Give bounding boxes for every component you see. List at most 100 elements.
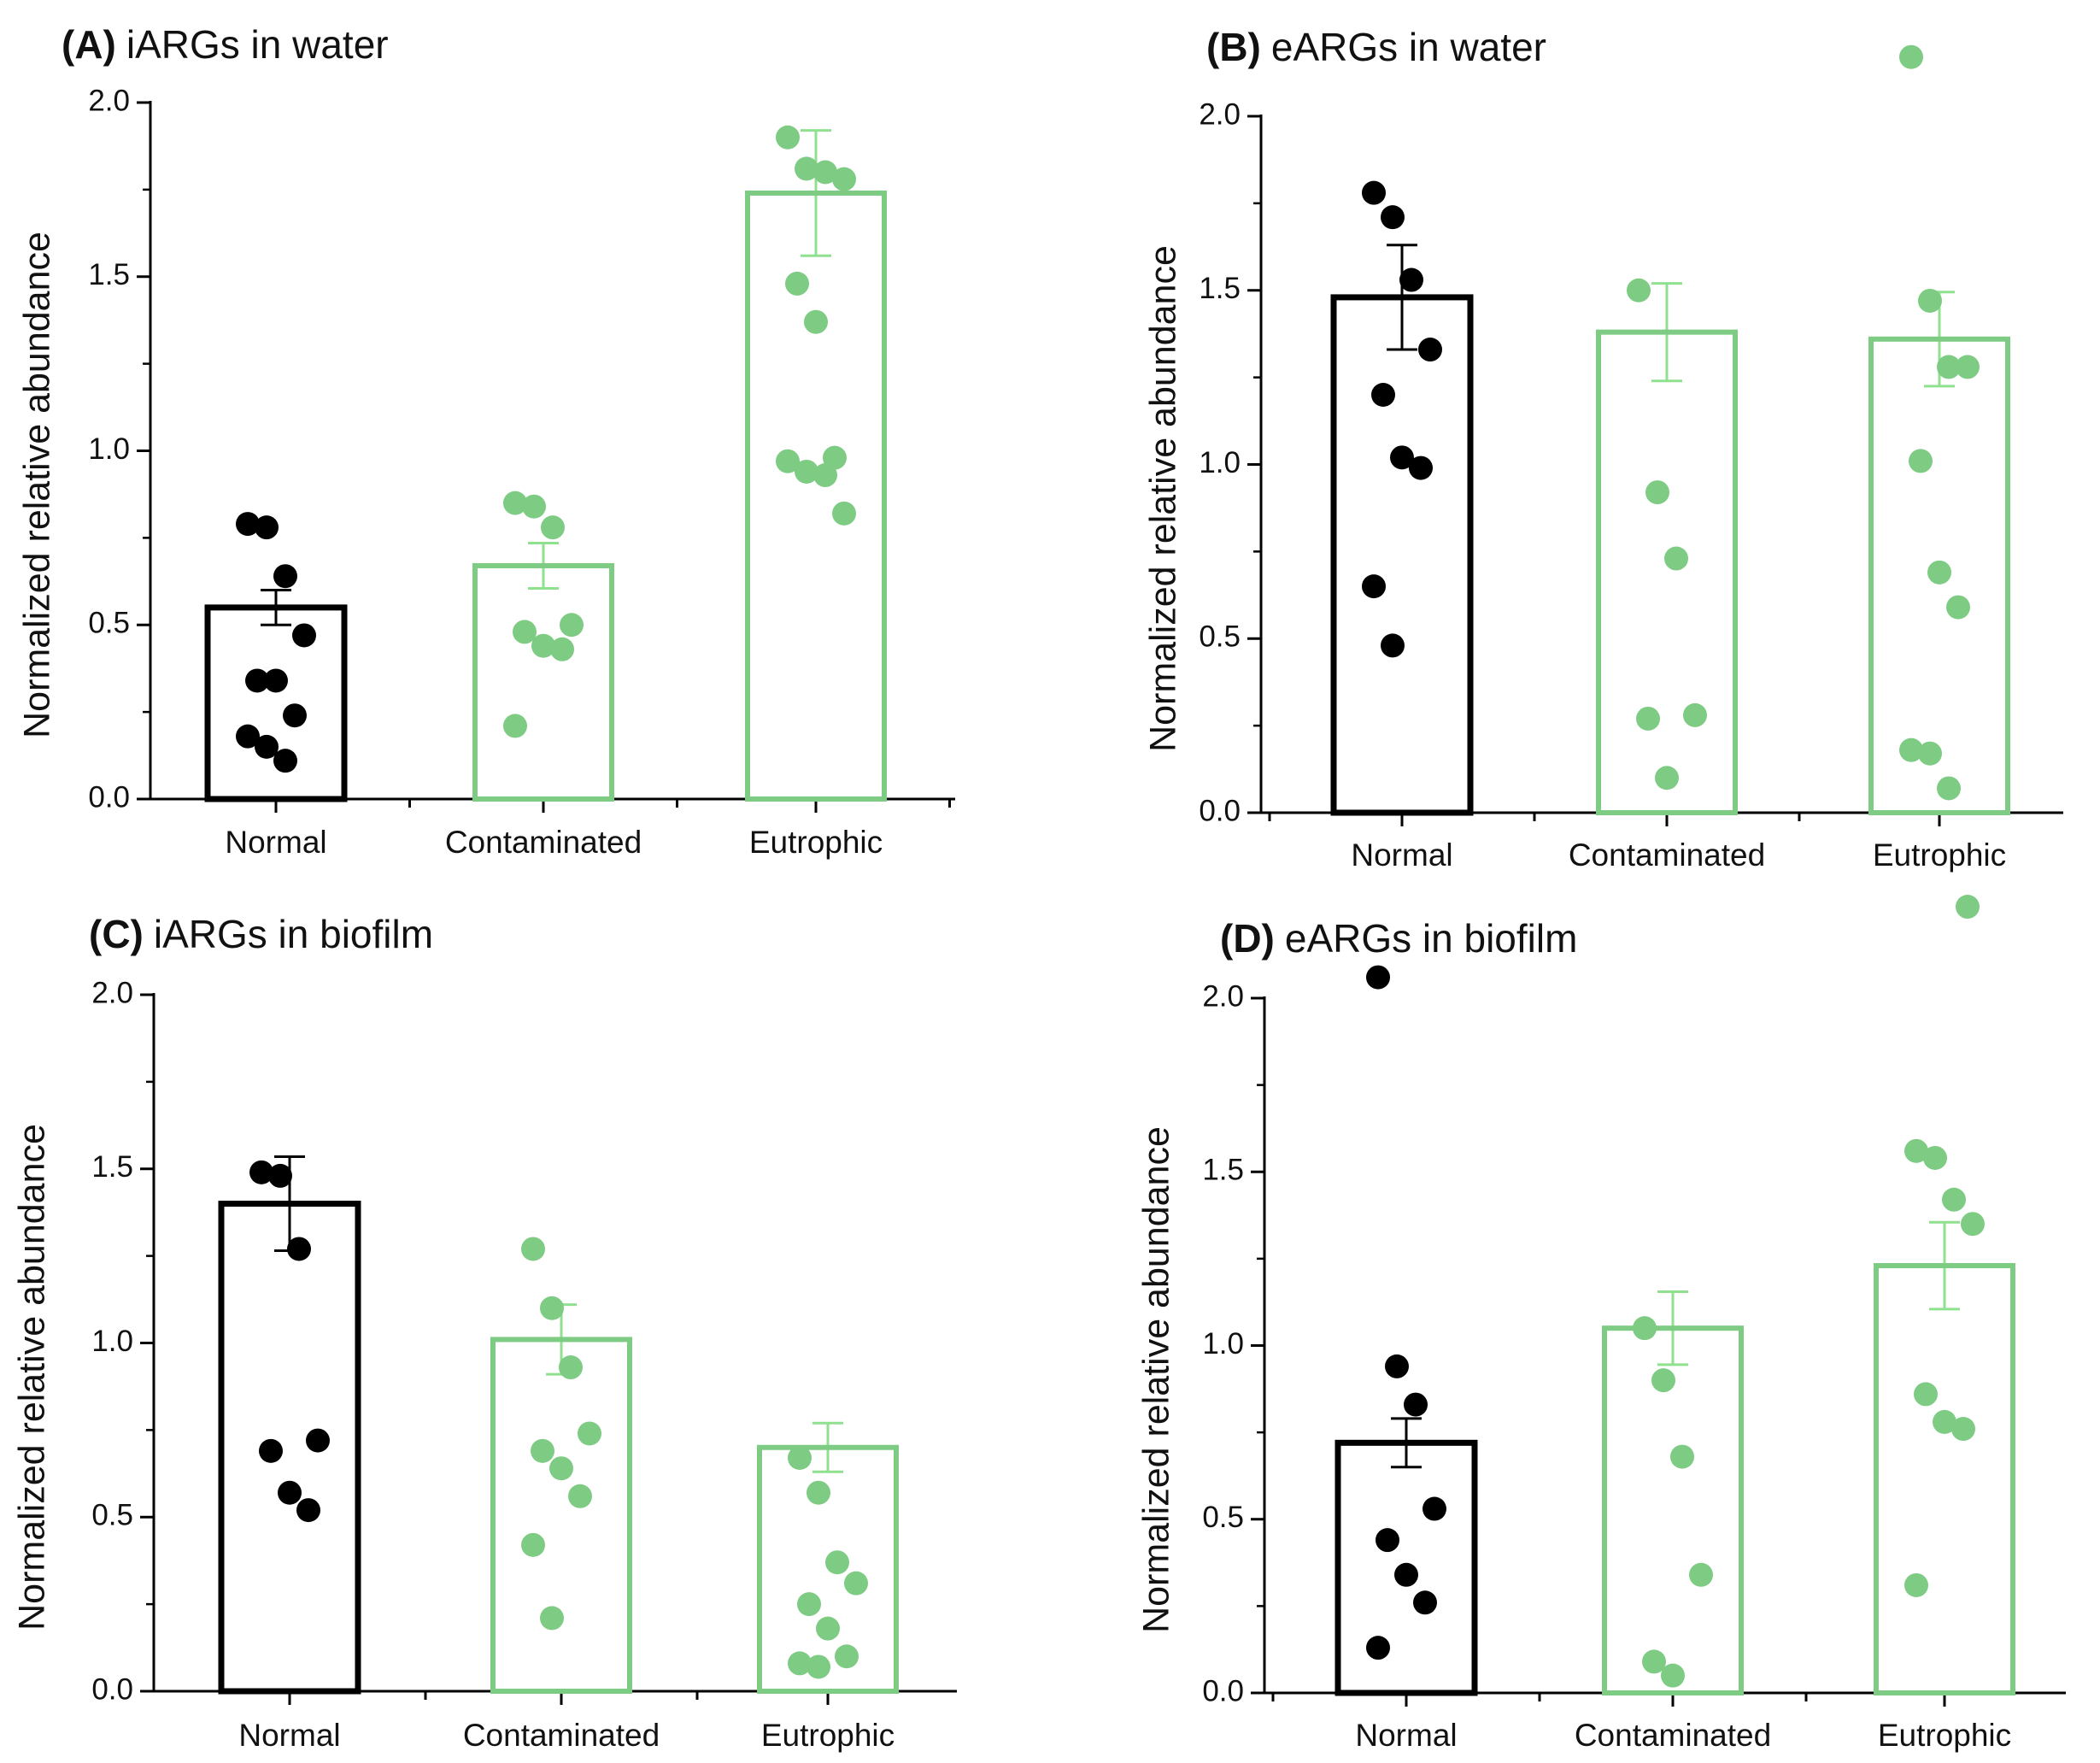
data-point <box>1381 633 1405 658</box>
data-point <box>1956 895 1980 920</box>
data-point <box>1670 1444 1694 1469</box>
data-point <box>578 1421 601 1446</box>
data-point <box>813 160 837 185</box>
data-point <box>1933 1409 1956 1434</box>
y-tick-label: 0.0 <box>91 1672 133 1706</box>
y-axis-title: Normalized relative abundance <box>1135 1126 1176 1633</box>
data-point <box>560 613 584 638</box>
data-point <box>249 1160 273 1184</box>
y-tick-label: 2.0 <box>1202 979 1244 1013</box>
panel-letter: (A) <box>62 22 116 67</box>
data-point <box>255 734 279 759</box>
data-point <box>259 1438 283 1463</box>
y-tick-label: 1.0 <box>91 1325 133 1358</box>
data-point <box>503 714 527 738</box>
data-point <box>1942 1187 1966 1212</box>
x-tick-label: Eutrophic <box>749 825 883 860</box>
y-tick-label: 0.0 <box>88 780 130 814</box>
data-point <box>513 620 537 644</box>
panel-title-text: iARGs in water <box>126 22 389 67</box>
data-point <box>832 501 856 526</box>
data-point <box>1409 455 1433 480</box>
data-point <box>287 1237 311 1261</box>
data-point <box>1399 267 1423 292</box>
x-tick-label: Normal <box>1355 1718 1457 1753</box>
y-tick-label: 0.5 <box>91 1499 133 1532</box>
data-point <box>795 459 818 484</box>
chart-panel-a: (A) iARGs in water Normalized relative abu… <box>16 22 955 860</box>
data-point <box>1627 278 1651 303</box>
data-point <box>541 515 565 540</box>
data-point <box>1376 1528 1399 1553</box>
x-tick-label: Eutrophic <box>1878 1718 2011 1753</box>
data-point <box>807 1480 830 1505</box>
data-point <box>825 1550 849 1575</box>
panel-title-text: eARGs in water <box>1271 25 1546 69</box>
data-point <box>1418 338 1442 362</box>
data-point <box>1633 1316 1657 1341</box>
data-point <box>1366 1636 1390 1660</box>
x-tick-label: Eutrophic <box>1873 837 2006 873</box>
bar-eutrophic <box>1868 336 2010 815</box>
data-point <box>1642 1649 1666 1674</box>
y-tick-label: 0.5 <box>88 607 130 640</box>
panel-letter: (D) <box>1220 916 1275 961</box>
panel-letter: (B) <box>1206 25 1261 69</box>
data-point <box>1956 355 1980 379</box>
data-point <box>255 515 279 540</box>
data-point <box>1899 44 1923 69</box>
y-tick-label: 1.0 <box>1199 446 1241 479</box>
data-point <box>1937 776 1961 801</box>
panel-title: (B) eARGs in water <box>1206 25 1546 69</box>
data-point <box>268 1163 292 1188</box>
data-point <box>273 749 297 773</box>
y-tick-label: 0.0 <box>1202 1674 1244 1707</box>
data-point <box>568 1484 592 1508</box>
data-point <box>1937 355 1961 379</box>
bar-normal <box>204 604 348 802</box>
bar-contaminated <box>1602 1325 1744 1696</box>
y-tick-label: 1.0 <box>1202 1327 1244 1360</box>
data-point <box>1362 180 1386 205</box>
data-point <box>816 1616 840 1641</box>
data-point <box>278 1480 302 1505</box>
data-point <box>1422 1496 1446 1521</box>
data-point <box>807 1654 830 1679</box>
panel-title-text: iARGs in biofilm <box>154 912 433 956</box>
bar-eutrophic <box>745 190 887 802</box>
data-point <box>521 1532 545 1557</box>
data-point <box>550 637 574 661</box>
data-point <box>776 449 800 473</box>
bar-eutrophic <box>1874 1263 2015 1695</box>
panel-letter: (C) <box>89 912 144 956</box>
data-point <box>776 125 800 150</box>
panel-title-text: eARGs in biofilm <box>1285 916 1578 961</box>
bar-contaminated <box>472 562 614 802</box>
data-point <box>540 1296 564 1320</box>
x-tick-label: Normal <box>238 1718 340 1753</box>
data-point <box>1645 480 1669 505</box>
data-point <box>788 1651 812 1676</box>
data-point <box>283 703 307 728</box>
data-point <box>797 1592 821 1617</box>
x-tick-label: Contaminated <box>445 825 642 860</box>
data-point <box>1899 738 1923 762</box>
x-tick-label: Contaminated <box>463 1718 660 1753</box>
y-tick-label: 1.5 <box>91 1150 133 1184</box>
x-tick-label: Normal <box>225 825 326 860</box>
y-axis-title: Normalized relative abundance <box>16 232 57 738</box>
chart-panel-d: (D) eARGs in biofilm Normalized relative a… <box>1135 916 2066 1753</box>
data-point <box>306 1428 330 1453</box>
data-point <box>273 564 297 589</box>
data-point <box>540 1606 564 1631</box>
data-point <box>1923 1145 1947 1170</box>
data-point <box>1664 546 1688 571</box>
data-point <box>1366 965 1390 990</box>
y-tick-label: 2.0 <box>88 84 130 117</box>
y-tick-label: 2.0 <box>1199 97 1241 131</box>
data-point <box>835 1644 859 1669</box>
bar-normal <box>1334 1439 1478 1696</box>
data-point <box>1683 702 1707 727</box>
data-point <box>1914 1382 1938 1407</box>
bar-contaminated <box>490 1337 632 1695</box>
